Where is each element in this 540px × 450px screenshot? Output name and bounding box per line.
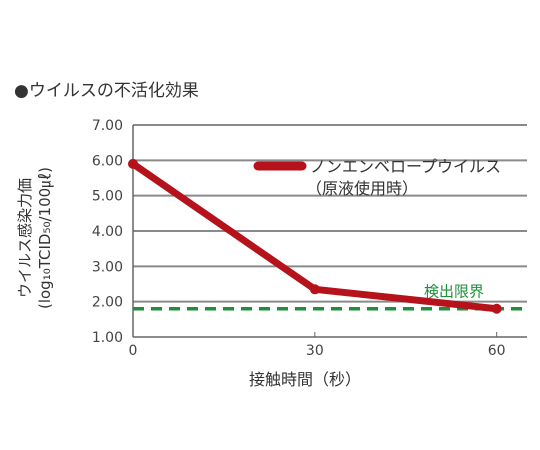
- y-tick-labels: 1.00 2.00 3.00 4.00 5.00 6.00 7.00: [92, 118, 123, 346]
- y-axis-label-line1: ウイルス感染力価: [16, 178, 34, 298]
- x-tick-label: 0: [129, 343, 138, 359]
- x-tick-label: 60: [488, 343, 506, 359]
- y-tick-label: 1.00: [92, 330, 123, 346]
- data-point: [491, 303, 502, 314]
- legend-label: ノンエンベロープウイルス: [310, 157, 501, 176]
- data-point: [309, 284, 320, 295]
- y-tick-label: 6.00: [92, 153, 123, 169]
- y-tick-label: 3.00: [92, 259, 123, 275]
- x-tick-labels: 0 30 60: [129, 332, 506, 359]
- x-axis-label: 接触時間（秒）: [249, 370, 361, 389]
- chart-title: ●ウイルスの不活化効果: [14, 81, 199, 101]
- y-tick-label: 5.00: [92, 189, 123, 205]
- y-tick-label: 7.00: [92, 118, 123, 134]
- y-tick-label: 2.00: [92, 295, 123, 311]
- data-point: [128, 158, 138, 169]
- detection-limit: 検出限界: [133, 283, 527, 311]
- series-group: [128, 158, 502, 314]
- y-tick-label: 4.00: [92, 224, 123, 240]
- detection-limit-label: 検出限界: [424, 283, 484, 301]
- y-axis-label: ウイルス感染力価 (log₁₀TCID₅₀/100㎕): [16, 167, 54, 309]
- grid-lines: [133, 124, 527, 303]
- x-tick-label: 30: [306, 343, 324, 359]
- legend-sublabel: （原液使用時）: [306, 179, 418, 198]
- legend: ノンエンベロープウイルス （原液使用時）: [253, 157, 501, 198]
- y-axis-label-line2: (log₁₀TCID₅₀/100㎕): [36, 167, 54, 309]
